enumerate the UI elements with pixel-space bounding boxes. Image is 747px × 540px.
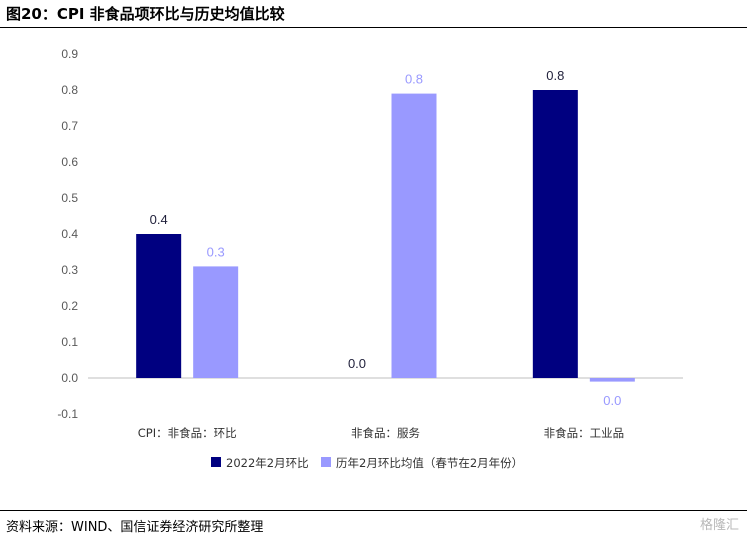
data-label: 0.0 [348,356,366,371]
data-label: 0.4 [150,212,168,227]
bottom-rule [0,510,747,511]
x-category-label: 非食品：服务 [351,426,420,440]
y-tick-label: 0.1 [61,335,78,349]
bar [589,378,635,382]
data-label: 0.3 [207,244,225,259]
x-category-label: CPI：非食品：环比 [138,426,237,440]
x-category-label: 非食品：工业品 [544,426,625,440]
y-tick-label: 0.0 [61,371,78,385]
y-tick-label: -0.1 [57,407,78,421]
bar [193,266,239,378]
y-axis: 0.9 0.8 0.7 0.6 0.5 0.4 0.3 0.2 0.1 0.0 -0.1 [57,47,78,421]
y-tick-label: 0.8 [61,83,78,97]
bar [532,90,578,378]
figure-header: 图20：CPI 非食品项环比与历史均值比较 [0,0,747,28]
bars [136,90,635,382]
top-rule [0,27,747,28]
legend-swatch [211,457,221,467]
data-label: 0.8 [546,68,564,83]
y-tick-label: 0.5 [61,191,78,205]
bar [391,93,437,378]
y-tick-label: 0.2 [61,299,78,313]
y-tick-label: 0.6 [61,155,78,169]
legend-label: 2022年2月环比 [226,456,309,470]
y-tick-label: 0.3 [61,263,78,277]
y-tick-label: 0.7 [61,119,78,133]
data-labels: 0.4 0.3 0.0 0.8 0.8 0.0 [150,68,622,408]
bar [136,234,182,378]
y-tick-label: 0.4 [61,227,78,241]
bar-chart: 0.90.80.70.60.50.40.30.20.10.0-0.1 0.40.… [57,47,683,470]
watermark-logo: 格隆汇 [699,518,739,533]
legend-swatch [321,457,331,467]
legend: 2022年2月环比 历年2月环比均值（春节在2月年份） [211,456,523,470]
legend-label: 历年2月环比均值（春节在2月年份） [336,456,523,470]
figure-title: 图20：CPI 非食品项环比与历史均值比较 [6,5,285,23]
category-labels: CPI：非食品：环比 非食品：服务 非食品：工业品 [138,426,624,440]
data-label: 0.8 [405,72,423,87]
y-tick-label: 0.9 [61,47,78,61]
source-note: 资料来源：WIND、国信证券经济研究所整理 [6,520,264,535]
data-label: 0.0 [603,393,621,408]
